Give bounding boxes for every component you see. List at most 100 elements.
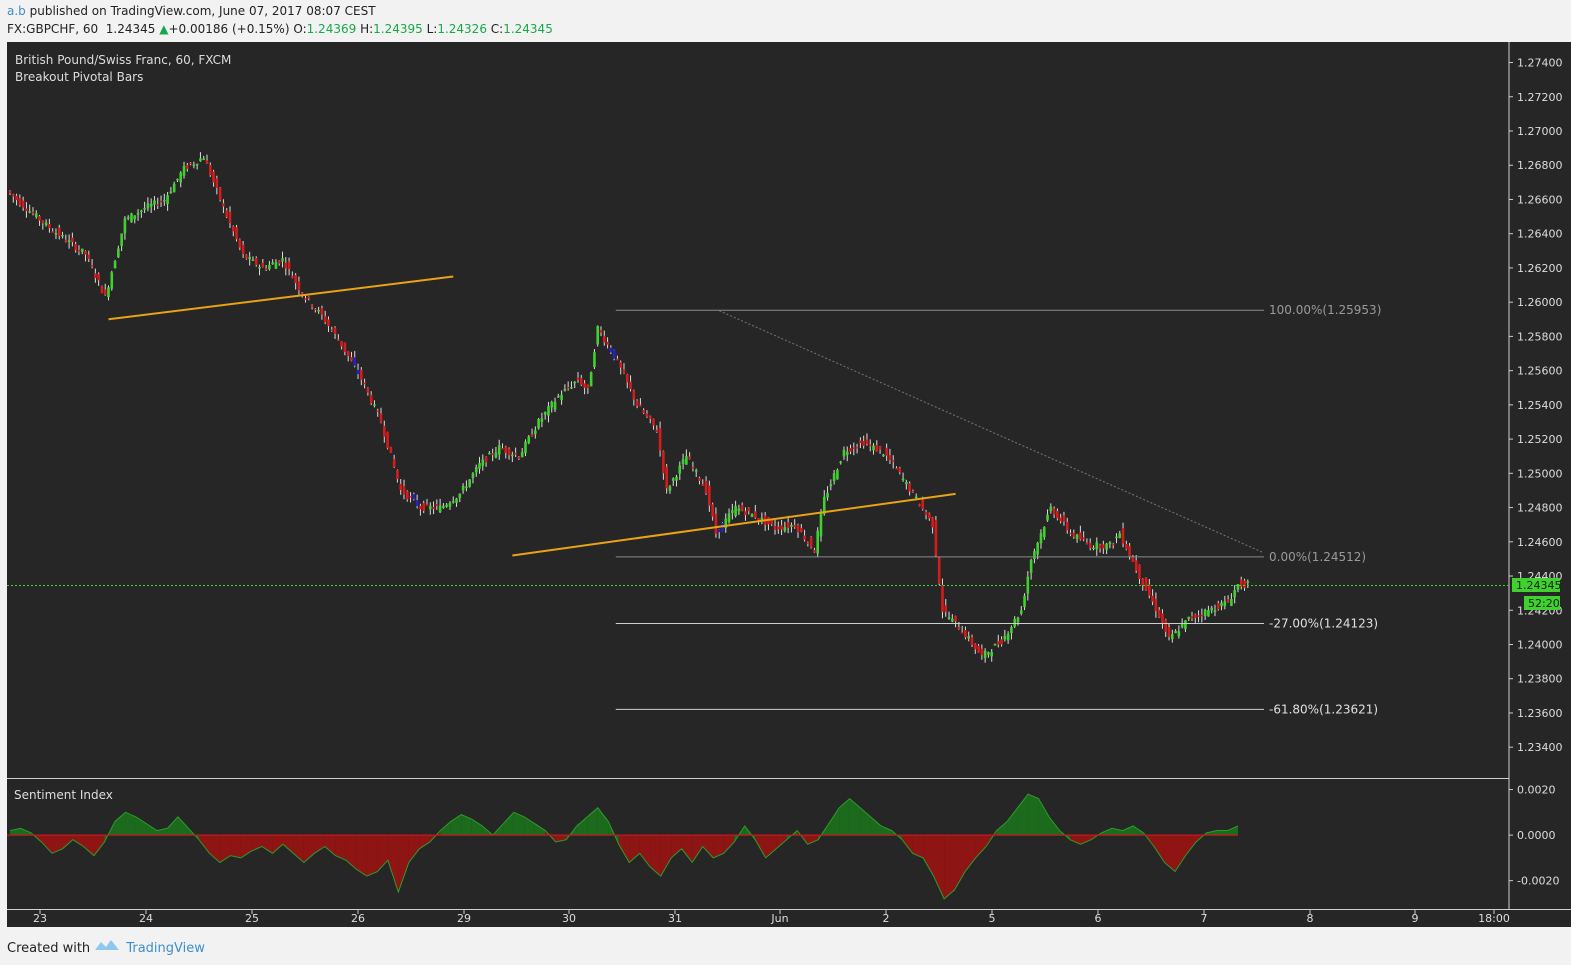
candle-body [1184,620,1187,629]
sentiment-area-segment [177,816,189,836]
candle-body [97,273,100,281]
last-value: 1.24345 [105,22,156,36]
sentiment-area-segment [881,826,892,836]
candle-body [149,203,153,207]
candle-body [547,406,550,416]
chart-area[interactable]: 100.00%(1.25953) 0.00%(1.24512) -27.00%(1.… [0,42,1571,942]
sentiment-line [9,793,1239,900]
y-tick-label: 1.27000 [1517,125,1563,138]
candle-body [71,237,74,243]
candle-body [1203,609,1207,616]
support-trendline [108,275,454,321]
low-value: 1.24326 [437,22,487,36]
author-link[interactable]: a.b [7,4,26,18]
sentiment-title: Sentiment Index [14,788,113,802]
candle-body [94,273,97,279]
candle-body [1233,590,1236,598]
candle-body [225,210,228,218]
candle-body [602,335,606,343]
candle-body [44,222,48,225]
candle-body [773,525,777,530]
candle-body [314,308,317,311]
candle-body [740,504,744,511]
candle-body [1065,521,1069,531]
candle-body [724,518,728,529]
up-arrow-icon: ▲ [159,22,169,36]
candle-body [172,183,176,193]
candle-body [277,261,281,264]
open-value: 1.24369 [306,22,357,36]
candle-body [8,191,12,194]
sentiment-area-segment [639,835,651,867]
candle-body [852,447,856,449]
sentiment-area-segment [125,812,136,836]
candle-body [356,369,360,375]
candle-body [1036,542,1039,555]
candle-body [754,511,757,518]
sentiment-area-segment [996,821,1008,836]
candle-body [931,517,934,528]
candle-body [665,466,668,489]
candle-body [576,377,580,380]
candle-body [402,485,406,495]
candle-body [422,502,425,511]
candle-body [701,484,705,486]
y-tick-label: -0.0020 [1517,875,1559,888]
candle-body [704,480,708,494]
candle-body [264,268,268,270]
support-trendline [512,492,956,557]
candle-body [100,286,104,294]
candle-body [80,248,84,252]
candle-body [780,525,783,530]
candle-body [1016,617,1020,623]
candle-body [711,504,714,517]
candle-body [882,454,885,457]
sentiment-area-segment [902,835,913,854]
sentiment-area-segment [776,835,787,849]
sentiment-area-segment [513,812,525,836]
candle-body [1105,543,1108,550]
candle-body [218,187,222,201]
candle-body [580,377,583,385]
y-tick-label: 1.25800 [1517,330,1563,343]
sentiment-area-segment [62,835,73,849]
tradingview-link[interactable]: TradingView [126,941,205,956]
candle-body [993,644,997,646]
close-value: 1.24345 [503,22,553,36]
candle-body [34,213,38,218]
candle-body [1174,630,1177,634]
candle-body [796,524,800,533]
candle-body [1029,559,1033,573]
sentiment-area-segment [408,835,420,863]
candle-body [760,518,764,521]
candle-body [186,165,189,169]
sentiment-area-segment [1112,828,1123,836]
candle-body [1220,602,1223,607]
candle-body [176,178,179,181]
candle-body [323,316,327,323]
sentiment-area-segment [1007,807,1018,836]
candle-body [1134,560,1138,571]
candle-body [300,292,304,296]
candle-body [1046,514,1049,521]
candle-body [530,434,534,437]
sentiment-area-segment [587,807,598,836]
high-value: 1.24395 [373,22,423,36]
candle-body [612,349,616,359]
candle-body [366,387,370,393]
sentiment-area-segment [849,798,861,836]
change-value: +0.00186 (+0.15%) [168,22,290,36]
candle-body [1193,614,1197,618]
price-axis[interactable] [1509,42,1571,927]
sentiment-area-segment [944,835,955,899]
candle-body [1102,544,1105,549]
sentiment-area-segment [870,816,882,836]
candle-body [287,261,291,270]
candle-body [714,513,718,534]
candle-body [379,413,383,423]
candle-body [281,258,284,262]
candle-body [87,254,91,259]
sentiment-area-segment [471,819,483,836]
candle-body [652,418,655,426]
candle-body [583,383,586,388]
